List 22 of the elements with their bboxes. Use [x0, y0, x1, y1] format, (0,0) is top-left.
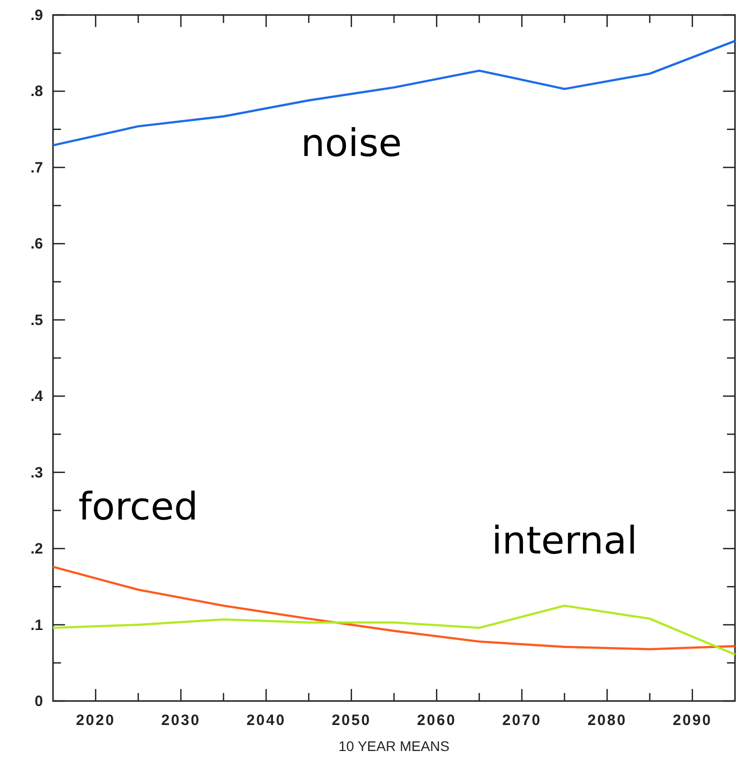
y-tick-label: .4 — [30, 388, 44, 406]
y-tick-label: 0 — [34, 693, 43, 710]
x-tick-label: 2040 — [246, 712, 286, 729]
y-tick-label: .3 — [30, 464, 43, 482]
y-tick-label: .2 — [30, 540, 43, 558]
x-tick-label: 2020 — [76, 712, 116, 729]
x-tick-label: 2070 — [502, 712, 542, 729]
x-tick-label: 2080 — [587, 712, 627, 729]
y-tick-label: .6 — [30, 236, 43, 253]
y-tick-label: .9 — [30, 7, 43, 24]
series-label: forced — [78, 484, 198, 529]
y-tick-label: .1 — [30, 616, 43, 634]
x-tick-label: 2090 — [672, 712, 712, 729]
x-tick-label: 2030 — [161, 712, 201, 729]
x-axis-title: 10 YEAR MEANS — [338, 738, 450, 754]
series-label: internal — [492, 518, 638, 563]
series-label: noise — [300, 120, 402, 165]
x-tick-label: 2060 — [416, 712, 456, 729]
y-tick-label: .8 — [30, 83, 43, 100]
y-tick-label: .5 — [30, 312, 43, 329]
y-tick-label: .7 — [30, 159, 43, 176]
x-tick-label: 2050 — [332, 712, 372, 729]
